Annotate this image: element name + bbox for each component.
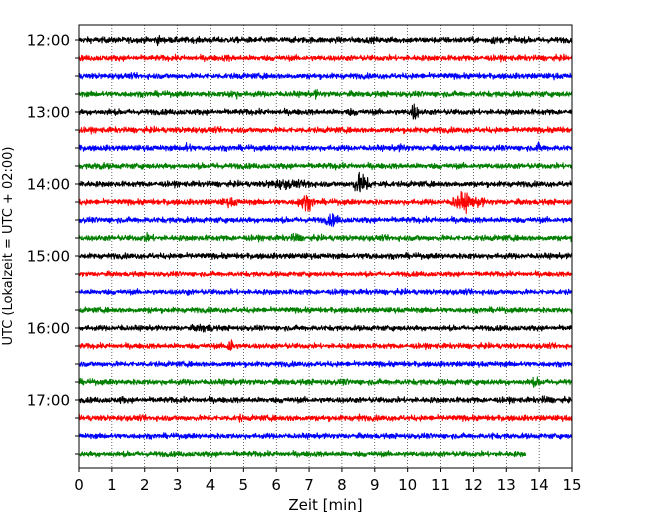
seismogram-trace	[78, 270, 573, 278]
seismogram-trace	[78, 323, 573, 333]
x-tick-label: 3	[173, 476, 183, 494]
seismogram-trace	[78, 306, 573, 314]
x-tick-label: 5	[239, 476, 249, 494]
x-tick-label: 13	[497, 476, 516, 494]
seismogram-trace	[78, 34, 573, 47]
seismogram-trace	[78, 88, 573, 100]
seismogram-trace	[78, 376, 573, 388]
y-axis-title: UTC (Lokalzeit = UTC + 02:00)	[1, 147, 16, 346]
seismogram-trace	[78, 395, 573, 405]
seismogram-trace	[78, 449, 527, 458]
x-tick-label: 11	[431, 476, 450, 494]
x-tick-label: 8	[337, 476, 347, 494]
seismogram-trace	[78, 171, 573, 193]
seismogram-trace	[78, 161, 573, 171]
trace-layer	[78, 34, 573, 458]
x-tick-label: 10	[398, 476, 417, 494]
seismogram-trace	[78, 287, 573, 297]
seismogram-trace	[78, 53, 573, 63]
seismogram-trace	[78, 432, 573, 440]
x-tick-label: 7	[304, 476, 314, 494]
y-tick-label: 16:00	[27, 320, 70, 338]
x-axis-title: Zeit [min]	[288, 496, 362, 514]
x-tick-label: 2	[140, 476, 150, 494]
x-tick-label: 0	[74, 476, 84, 494]
y-tick-label: 12:00	[27, 32, 70, 50]
seismogram-trace	[78, 125, 573, 135]
plot-frame	[78, 24, 573, 469]
seismogram-trace	[78, 339, 573, 351]
x-tick-label: 4	[206, 476, 216, 494]
y-tick-label: 15:00	[27, 248, 70, 266]
x-tick-label: 12	[464, 476, 483, 494]
x-tick-label: 6	[271, 476, 281, 494]
seismogram-trace	[78, 413, 573, 423]
seismogram-trace	[78, 251, 573, 261]
y-tick-label: 14:00	[27, 176, 70, 194]
y-tick-label: 13:00	[27, 104, 70, 122]
seismogram-trace	[78, 103, 573, 120]
x-tick-label: 15	[562, 476, 581, 494]
seismogram-trace	[78, 71, 573, 81]
seismogram-trace	[78, 231, 573, 243]
grid-layer	[111, 25, 540, 468]
seismogram-trace	[78, 141, 573, 153]
y-tick-label: 17:00	[27, 392, 70, 410]
seismogram-trace	[78, 213, 573, 228]
x-tick-label: 9	[370, 476, 380, 494]
x-tick-label: 1	[107, 476, 117, 494]
x-tick-label: 14	[530, 476, 549, 494]
seismogram-trace	[78, 190, 573, 215]
seismogram-trace	[78, 360, 573, 368]
